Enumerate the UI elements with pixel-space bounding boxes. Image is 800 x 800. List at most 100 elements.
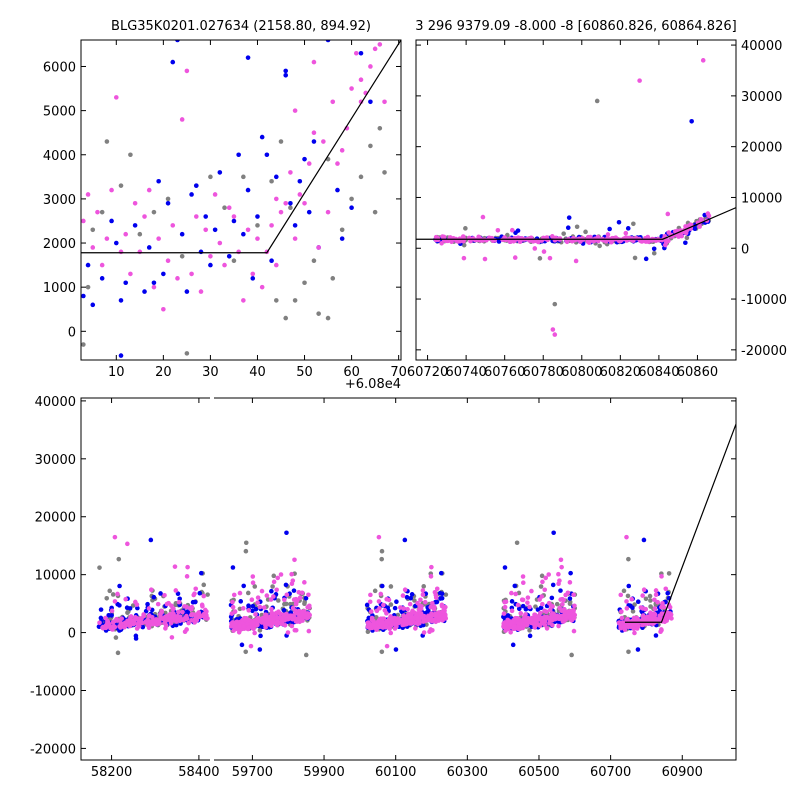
data-point-blue — [179, 231, 185, 237]
data-point-pink — [195, 614, 200, 620]
data-point-pink — [255, 236, 260, 241]
data-point-pink — [529, 588, 534, 594]
data-point-pink — [245, 626, 251, 632]
data-point-gray — [173, 602, 178, 608]
data-point-pink — [103, 615, 108, 621]
data-point-pink — [511, 624, 517, 630]
data-point-gray — [538, 584, 544, 589]
x-tick-label: 60780 — [523, 365, 564, 380]
data-point-pink — [645, 234, 651, 240]
data-point-pink — [661, 604, 667, 610]
data-point-blue — [257, 647, 263, 652]
data-point-blue — [551, 530, 556, 536]
data-point-blue — [515, 228, 521, 233]
data-point-pink — [339, 148, 345, 153]
data-point-pink — [299, 590, 305, 596]
data-point-blue — [379, 583, 385, 589]
data-point-pink — [255, 595, 261, 600]
data-point-pink — [619, 609, 624, 614]
data-point-pink — [245, 227, 251, 233]
data-point-pink — [199, 613, 204, 619]
data-point-blue — [409, 592, 415, 597]
data-point-pink — [269, 623, 274, 628]
data-point-gray — [243, 540, 249, 546]
data-point-pink — [398, 605, 403, 610]
data-point-pink — [173, 588, 179, 593]
data-point-blue — [510, 642, 516, 648]
x-tick-label: 60760 — [484, 365, 525, 380]
data-point-pink — [292, 557, 297, 563]
data-point-gray — [463, 226, 468, 231]
data-point-blue — [259, 134, 265, 140]
data-point-gray — [110, 592, 116, 597]
data-point-pink — [300, 610, 306, 616]
data-point-blue — [568, 570, 573, 576]
data-point-gray — [85, 284, 91, 290]
data-point-pink — [302, 580, 307, 585]
full-lightcurve-ticks: 58200 58400 59700 59900 60100 60300 60500 60700… — [30, 395, 736, 780]
data-point-pink — [237, 590, 243, 596]
data-point-gray — [379, 649, 385, 655]
data-point-pink — [369, 615, 375, 621]
full-lightcurve-segment-1-points — [96, 534, 210, 656]
zoom-left-ticks: 10 20 30 40 50 60 70 0 1000 2000 3000 4000 5000 6000 — [43, 40, 407, 380]
data-point-gray — [339, 227, 345, 233]
data-point-blue — [241, 231, 246, 237]
data-point-pink — [170, 223, 176, 228]
data-point-pink — [527, 604, 532, 610]
data-point-gray — [631, 221, 636, 227]
data-point-blue — [635, 647, 641, 652]
data-point-pink — [109, 608, 115, 614]
y-tick-label: 30000 — [35, 453, 76, 468]
axis-break-gap — [210, 394, 214, 402]
data-point-gray — [81, 342, 86, 347]
zoom-right-panel: 3 296 9379.09 -8.000 -8 [60860.826, 6086… — [407, 19, 787, 380]
data-point-pink — [166, 616, 172, 621]
data-point-blue — [394, 599, 399, 604]
data-point-gray — [554, 601, 560, 607]
data-point-blue — [437, 590, 443, 596]
data-point-gray — [537, 256, 543, 261]
x-tick-label: 60860 — [677, 365, 718, 380]
data-point-pink — [461, 255, 467, 261]
data-point-blue — [616, 219, 622, 225]
data-point-pink — [184, 574, 190, 579]
data-point-pink — [640, 593, 645, 598]
data-point-gray — [412, 598, 417, 603]
data-point-blue — [512, 583, 518, 589]
x-tick-label: 60800 — [561, 365, 602, 380]
data-point-pink — [561, 612, 567, 618]
data-point-pink — [432, 589, 438, 595]
data-point-pink — [523, 618, 528, 624]
data-point-blue — [142, 289, 147, 294]
data-point-pink — [433, 595, 439, 600]
data-point-pink — [255, 622, 260, 628]
data-point-pink — [705, 211, 711, 216]
data-point-blue — [109, 613, 114, 618]
data-point-blue — [565, 225, 571, 231]
zoom-right-frame — [415, 39, 737, 361]
data-point-pink — [586, 240, 592, 245]
data-point-blue — [250, 276, 256, 281]
data-point-blue — [124, 605, 130, 611]
data-point-pink — [660, 600, 665, 606]
data-point-pink — [384, 596, 389, 602]
data-point-pink — [249, 597, 255, 602]
data-point-gray — [632, 255, 638, 261]
data-point-pink — [632, 630, 637, 636]
data-point-pink — [623, 230, 629, 236]
data-point-pink — [325, 209, 331, 215]
data-point-gray — [231, 258, 237, 263]
data-point-blue — [302, 156, 307, 162]
data-point-pink — [203, 227, 209, 233]
data-point-blue — [217, 170, 223, 175]
data-point-pink — [162, 620, 168, 626]
data-point-pink — [502, 604, 508, 610]
data-point-pink — [433, 613, 439, 619]
data-point-pink — [276, 609, 281, 615]
data-point-pink — [428, 604, 434, 610]
x-tick-label: 59700 — [232, 765, 273, 780]
data-point-blue — [161, 271, 166, 277]
data-point-gray — [273, 298, 279, 303]
data-point-blue — [230, 565, 236, 570]
